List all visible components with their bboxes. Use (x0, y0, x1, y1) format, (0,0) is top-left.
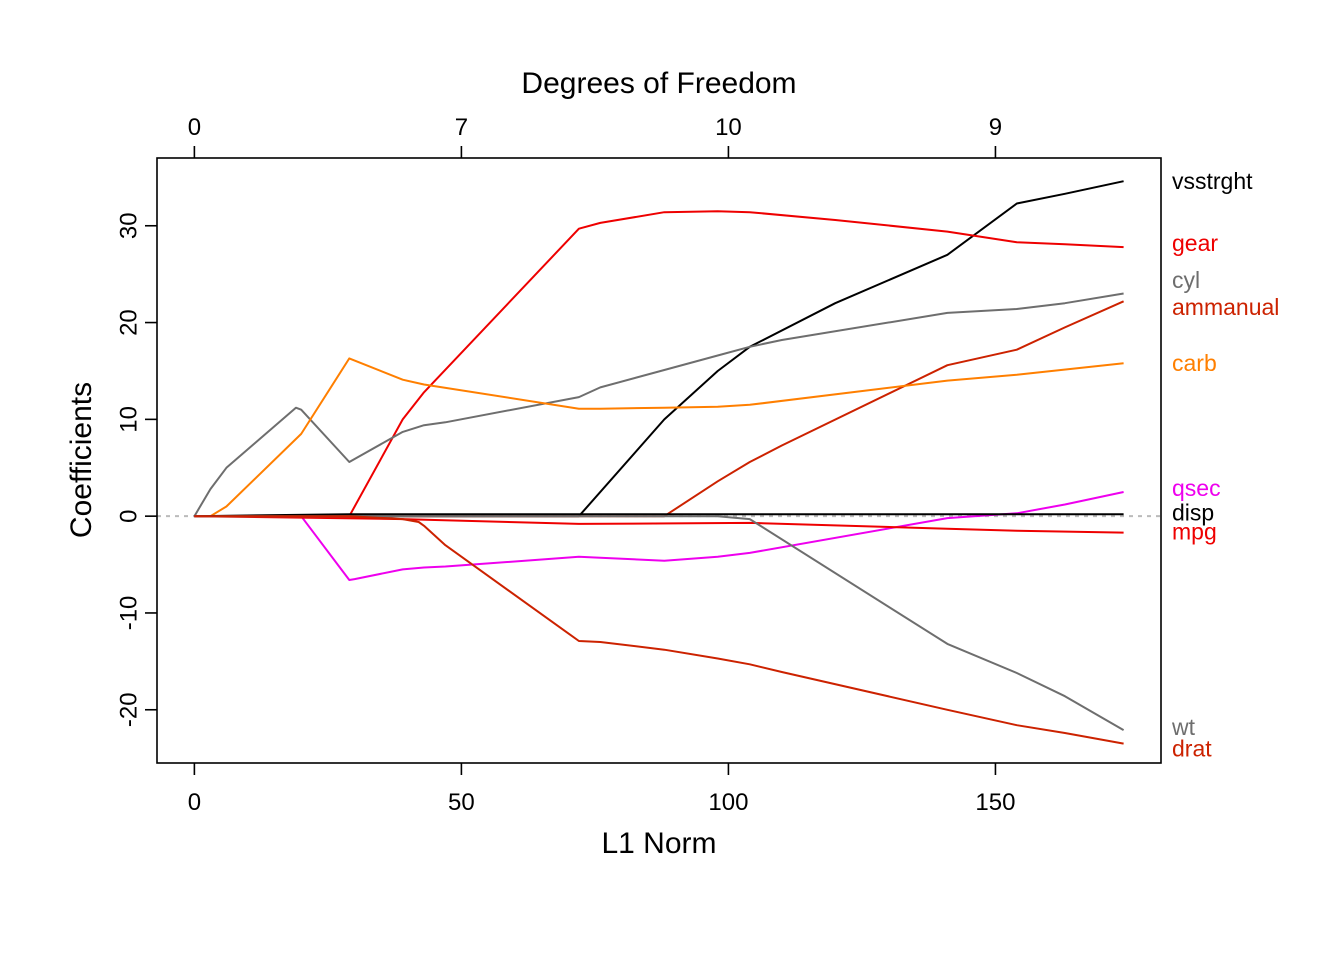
top-tick-label: 7 (455, 114, 468, 141)
top-tick-label: 0 (188, 114, 201, 141)
top-tick-label: 10 (715, 114, 742, 141)
series-line-carb (194, 357, 1124, 518)
top-axis-title: Degrees of Freedom (521, 67, 796, 100)
top-tick-label: 9 (989, 114, 1002, 141)
series-line-wt (194, 515, 1125, 731)
series-end-label-ammanual: ammanual (1172, 294, 1279, 320)
series-end-label-drat: drat (1172, 735, 1212, 761)
plot-area: 0 50 100 150 0 7 10 9 -20 -10 0 10 20 30 vsstrght gear c… (116, 114, 1280, 816)
y-axis-label: Coefficients (65, 382, 98, 538)
series-end-label-disp: disp (1172, 499, 1214, 525)
x-axis-label: L1 Norm (601, 827, 716, 860)
series-end-label-carb: carb (1172, 350, 1217, 376)
series-line-qsec (194, 491, 1124, 581)
x-tick-label: 150 (975, 789, 1015, 816)
y-tick-label: 0 (116, 509, 143, 522)
y-tick-label: 10 (116, 406, 143, 433)
series-line-gear (194, 210, 1124, 518)
y-tick-label: 30 (116, 212, 143, 239)
y-tick-label: 20 (116, 309, 143, 336)
series-end-label-wt: wt (1171, 714, 1196, 740)
y-tick-label: -10 (116, 596, 143, 631)
series-end-label-mpg: mpg (1172, 519, 1217, 545)
series-line-drat (194, 515, 1124, 745)
series-line-mpg (194, 515, 1124, 534)
series-line-ammanual (194, 300, 1125, 518)
x-tick-label: 100 (708, 789, 748, 816)
x-tick-label: 0 (188, 789, 201, 816)
plot-frame (156, 157, 1162, 764)
x-tick-label: 50 (448, 789, 475, 816)
series-line-vsstrght (194, 180, 1124, 518)
series-line-cyl (193, 292, 1124, 517)
series-end-label-vsstrght: vsstrght (1172, 168, 1253, 194)
y-tick-label: -20 (116, 692, 143, 727)
series-end-label-qsec: qsec (1172, 475, 1221, 501)
series-end-label-cyl: cyl (1172, 267, 1200, 293)
series-end-label-gear: gear (1172, 230, 1218, 256)
